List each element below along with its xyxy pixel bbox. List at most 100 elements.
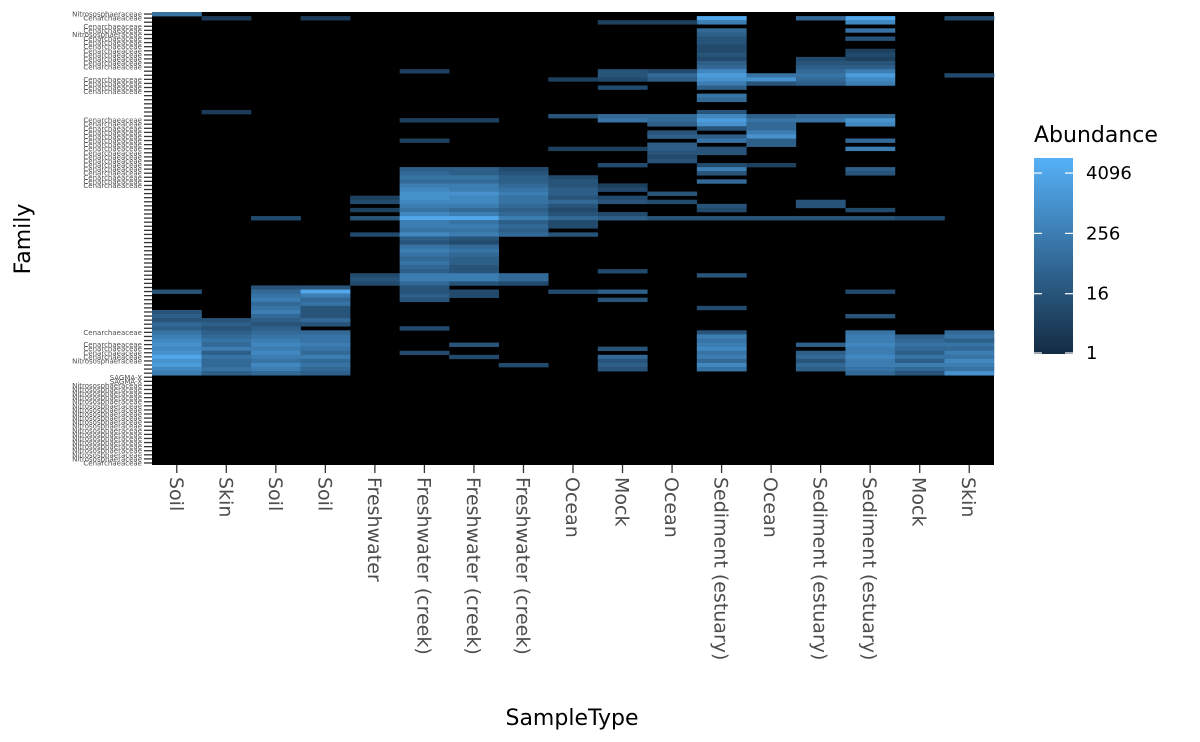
heatmap-cell bbox=[300, 318, 351, 323]
heatmap-cell bbox=[845, 114, 896, 119]
legend-ticks: 1 16 256 4096 bbox=[1034, 163, 1132, 364]
heatmap-cell bbox=[152, 322, 202, 327]
heatmap-cell bbox=[696, 126, 747, 131]
heatmap-cell bbox=[845, 69, 896, 74]
heatmap-cell bbox=[350, 232, 400, 237]
y-tick-label: Cenarchaeaceae bbox=[83, 137, 142, 145]
heatmap-cell bbox=[251, 216, 301, 221]
heatmap-cell bbox=[696, 97, 747, 103]
heatmap-cell bbox=[201, 362, 252, 368]
heatmap-cell bbox=[548, 211, 599, 217]
y-tick-label: Nitrososphaeraceae bbox=[72, 455, 142, 463]
heatmap-cell bbox=[449, 118, 500, 123]
heatmap-cell bbox=[944, 358, 995, 364]
heatmap-cell bbox=[696, 65, 747, 70]
heatmap-cell bbox=[350, 195, 400, 201]
heatmap-cell bbox=[201, 367, 252, 372]
x-tick-label: Freshwater (creek) bbox=[412, 477, 434, 655]
heatmap-cell bbox=[350, 207, 400, 213]
heatmap-cell bbox=[449, 354, 500, 360]
heatmap-cell bbox=[597, 199, 648, 205]
heatmap-cell bbox=[795, 114, 846, 119]
x-tick-label: Freshwater bbox=[363, 477, 385, 582]
heatmap-cell bbox=[152, 289, 202, 294]
y-tick-label: Cenarchaeaceae bbox=[83, 23, 142, 31]
heatmap-cell bbox=[795, 199, 846, 205]
heatmap-cell bbox=[696, 60, 747, 66]
heatmap-cell bbox=[399, 285, 450, 290]
y-tick-label: Cenarchaeaceae bbox=[83, 27, 142, 35]
y-tick-label: Cenarchaeaceae bbox=[83, 349, 142, 357]
y-tick-label: Nitrososphaeraceae bbox=[72, 406, 142, 414]
heatmap-cell bbox=[746, 118, 797, 123]
heatmap-cell bbox=[449, 216, 500, 221]
x-tick-label: Sediment (estuary) bbox=[710, 477, 732, 660]
heatmap-cell bbox=[845, 146, 896, 152]
heatmap-cell bbox=[548, 289, 599, 294]
x-tick-label: Sediment (estuary) bbox=[858, 477, 880, 660]
heatmap-cell bbox=[449, 167, 500, 172]
heatmap-cell bbox=[696, 334, 747, 339]
heatmap-cell bbox=[399, 248, 450, 254]
heatmap-cell bbox=[647, 69, 698, 74]
heatmap-cell bbox=[845, 362, 896, 368]
heatmap-cell bbox=[399, 171, 450, 176]
heatmap-cell bbox=[251, 285, 301, 290]
y-axis-ticks: NitrososphaeraceaeCenarchaeaceaeCenarcha… bbox=[72, 11, 152, 467]
heatmap-cell bbox=[746, 216, 797, 221]
heatmap-cell bbox=[845, 367, 896, 372]
heatmap-cell bbox=[399, 216, 450, 221]
heatmap-cell bbox=[399, 256, 450, 262]
heatmap-cell bbox=[845, 138, 896, 143]
heatmap-cell bbox=[449, 281, 500, 286]
y-tick-label: Cenarchaeaceae bbox=[83, 162, 142, 170]
heatmap-cell bbox=[696, 69, 747, 74]
heatmap-cell bbox=[548, 77, 599, 82]
heatmap-cell bbox=[696, 73, 747, 78]
legend-label: 16 bbox=[1086, 284, 1109, 305]
heatmap-cell bbox=[696, 32, 747, 37]
heatmap-cell bbox=[300, 334, 351, 339]
heatmap-cell bbox=[845, 122, 896, 127]
y-tick-label: Nitrososphaeraceae bbox=[72, 402, 142, 410]
x-tick-label: Freshwater (creek) bbox=[511, 477, 533, 655]
heatmap-cell bbox=[647, 122, 698, 127]
y-tick-label: Cenarchaeaceae bbox=[83, 129, 142, 137]
heatmap-cell bbox=[449, 342, 500, 347]
heatmap-cell bbox=[894, 354, 945, 360]
heatmap-cell bbox=[300, 289, 351, 294]
y-tick-label: Nitrososphaeraceae bbox=[72, 386, 142, 394]
heatmap-cell bbox=[300, 297, 351, 303]
heatmap-cell bbox=[696, 93, 747, 98]
heatmap-cell bbox=[647, 191, 698, 196]
heatmap-cell bbox=[498, 191, 549, 196]
heatmap-cell bbox=[548, 232, 599, 237]
heatmap-cell bbox=[449, 256, 500, 262]
x-tick-label: Soil bbox=[313, 477, 335, 511]
heatmap-cell bbox=[795, 354, 846, 360]
heatmap-cell bbox=[251, 330, 301, 335]
heatmap-cell bbox=[795, 350, 846, 356]
heatmap-cell bbox=[795, 203, 846, 209]
y-tick-label: Cenarchaeaceae bbox=[83, 125, 142, 133]
heatmap-cell bbox=[696, 305, 747, 311]
y-tick-label: Cenarchaeaceae bbox=[83, 157, 142, 165]
heatmap-cell bbox=[795, 60, 846, 66]
x-tick-label: Mock bbox=[908, 477, 930, 526]
heatmap-cell bbox=[696, 150, 747, 156]
heatmap-cell bbox=[795, 118, 846, 123]
y-tick-label: Nitrososphaeraceae bbox=[72, 357, 142, 365]
heatmap-cell bbox=[597, 367, 648, 372]
heatmap-cell bbox=[548, 199, 599, 205]
heatmap-cell bbox=[944, 371, 995, 376]
y-tick-label: Cenarchaeaceae bbox=[83, 43, 142, 51]
heatmap-cell bbox=[845, 354, 896, 360]
heatmap-cell bbox=[696, 36, 747, 41]
heatmap-cell bbox=[894, 362, 945, 368]
heatmap-cell bbox=[894, 216, 945, 221]
y-tick-label: Nitrososphaeraceae bbox=[72, 423, 142, 431]
heatmap-cell bbox=[498, 232, 549, 237]
heatmap-cell bbox=[548, 175, 599, 180]
heatmap-cell bbox=[449, 228, 500, 233]
heatmap-cell bbox=[696, 273, 747, 278]
